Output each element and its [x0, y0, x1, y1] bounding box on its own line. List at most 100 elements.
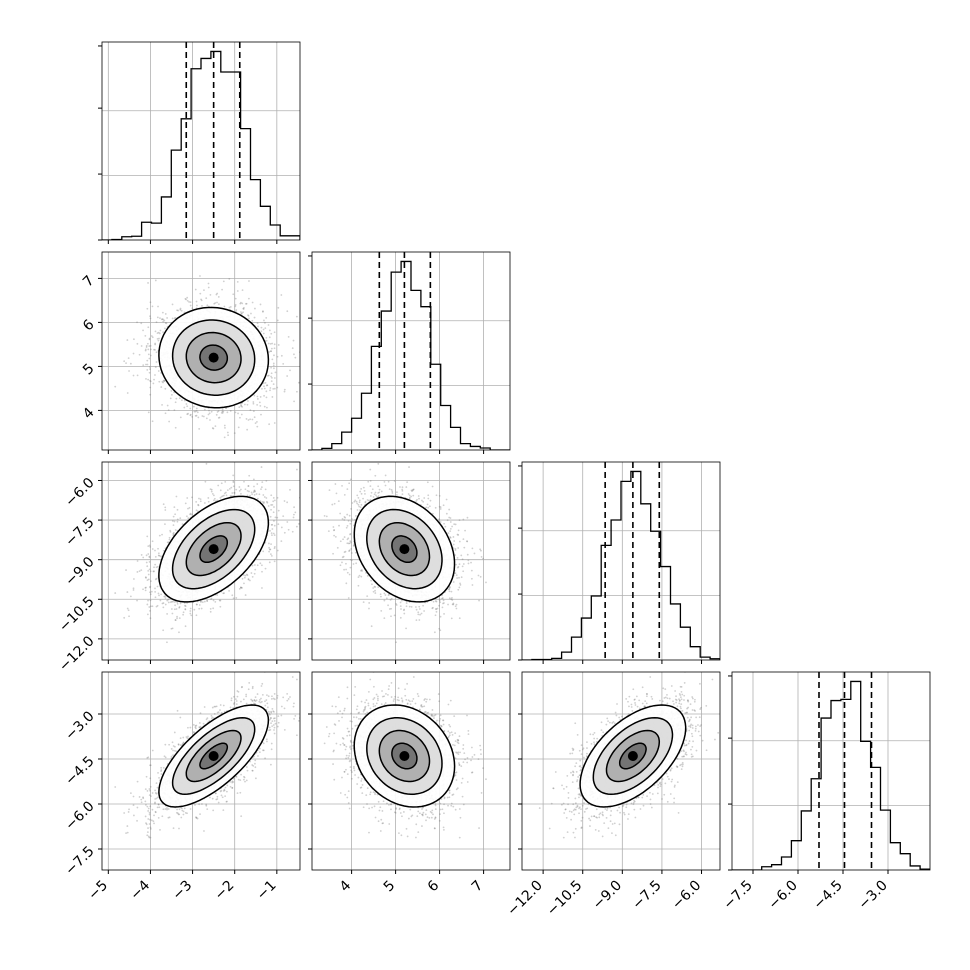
scatter-point: [256, 403, 259, 406]
scatter-point: [148, 544, 151, 547]
scatter-point: [217, 303, 220, 306]
scatter-point: [251, 319, 254, 322]
scatter-point: [323, 486, 325, 488]
scatter-point: [251, 493, 254, 496]
scatter-point: [149, 617, 152, 620]
scatter-point: [263, 319, 265, 322]
scatter-point: [154, 596, 157, 599]
scatter-point: [148, 338, 151, 341]
scatter-point: [174, 619, 177, 622]
scatter-point: [273, 354, 275, 357]
scatter-point: [229, 495, 232, 497]
scatter-point: [276, 386, 279, 389]
scatter-point: [247, 578, 250, 581]
histogram-panel-p1: [98, 41, 301, 244]
scatter-point: [195, 500, 198, 503]
scatter-point: [263, 387, 266, 390]
density-peak: [208, 352, 219, 363]
scatter-point: [179, 517, 182, 520]
scatter-point: [217, 417, 220, 419]
scatter-point: [152, 570, 155, 573]
scatter-point: [241, 302, 244, 305]
scatter-point: [287, 528, 290, 531]
scatter-point: [154, 342, 157, 345]
scatter-point: [253, 316, 256, 319]
scatter-point: [172, 534, 175, 537]
scatter-point: [223, 492, 226, 495]
scatter-point: [228, 306, 231, 309]
scatter-point: [247, 419, 250, 421]
scatter-point: [140, 554, 143, 556]
scatter-point: [268, 546, 271, 549]
scatter-point: [176, 309, 178, 312]
scatter-point: [276, 516, 279, 519]
scatter-point: [293, 506, 295, 509]
scatter-point: [149, 380, 152, 383]
scatter-point: [222, 592, 225, 595]
scatter-point: [132, 352, 135, 355]
scatter-point: [241, 312, 243, 315]
scatter-point: [236, 290, 239, 292]
scatter-point: [203, 289, 205, 292]
scatter-point: [160, 318, 163, 321]
scatter-point: [258, 401, 261, 404]
scatter-point: [243, 576, 246, 579]
histogram-step-line: [312, 260, 510, 450]
scatter-point: [156, 316, 159, 319]
scatter-point: [128, 615, 130, 618]
scatter-point: [223, 305, 226, 308]
scatter-point: [216, 594, 219, 596]
scatter-point: [287, 335, 290, 338]
scatter-point: [242, 574, 245, 576]
scatter-point: [210, 597, 213, 600]
scatter-point: [149, 344, 152, 347]
scatter-point: [162, 331, 164, 334]
scatter-point: [253, 416, 256, 419]
scatter-point: [244, 574, 247, 577]
scatter-point: [176, 520, 179, 523]
scatter-point: [209, 293, 212, 296]
scatter-point: [247, 484, 250, 487]
scatter-point: [138, 570, 141, 573]
scatter-point: [267, 374, 270, 377]
scatter-point: [253, 485, 255, 488]
scatter-point: [185, 515, 188, 518]
scatter-point: [291, 347, 294, 350]
scatter-point: [268, 548, 271, 551]
scatter-point: [144, 349, 147, 352]
scatter-point: [171, 317, 174, 320]
scatter-point: [247, 578, 250, 580]
scatter-point: [151, 540, 154, 543]
scatter-point: [270, 508, 272, 511]
scatter-point: [158, 554, 161, 557]
scatter-point: [157, 547, 159, 550]
scatter-point: [174, 604, 176, 607]
scatter-point: [241, 289, 244, 292]
scatter-point: [224, 480, 227, 483]
scatter-point: [189, 612, 192, 615]
scatter-point: [232, 474, 235, 477]
scatter-point: [270, 504, 273, 506]
scatter-point: [126, 591, 129, 593]
scatter-point: [265, 497, 268, 499]
scatter-point: [145, 576, 147, 579]
scatter-point: [146, 613, 149, 616]
scatter-point: [254, 490, 257, 493]
scatter-point: [273, 387, 276, 390]
scatter-point: [221, 495, 224, 497]
scatter-point: [208, 409, 210, 412]
scatter-point: [126, 339, 129, 341]
scatter-point: [163, 379, 166, 382]
scatter-point: [123, 616, 126, 619]
scatter-point: [145, 346, 148, 348]
scatter-point: [289, 488, 291, 491]
scatter-point: [283, 390, 286, 393]
scatter-point: [213, 499, 215, 502]
scatter-point: [225, 494, 228, 497]
scatter-point: [132, 587, 135, 590]
scatter-point: [240, 413, 243, 416]
scatter-point: [266, 384, 269, 387]
scatter-point: [129, 595, 132, 598]
scatter-point: [304, 372, 306, 374]
